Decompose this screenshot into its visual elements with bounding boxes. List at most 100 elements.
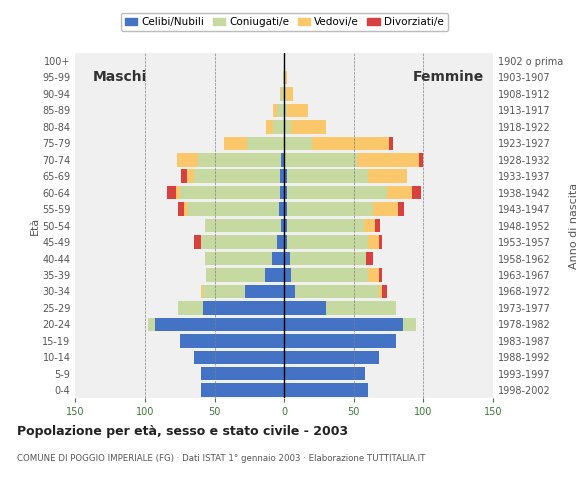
Bar <box>284 169 287 183</box>
Y-axis label: Anno di nascita: Anno di nascita <box>568 182 579 269</box>
Bar <box>287 169 368 183</box>
Bar <box>273 104 277 117</box>
Bar <box>287 203 374 216</box>
Bar <box>284 350 379 364</box>
Legend: Celibi/Nubili, Coniugati/e, Vedovi/e, Divorziati/e: Celibi/Nubili, Coniugati/e, Vedovi/e, Di… <box>121 13 448 31</box>
Bar <box>284 203 287 216</box>
Bar <box>326 301 396 314</box>
Bar <box>375 219 380 232</box>
Bar <box>368 268 379 282</box>
Bar <box>204 301 284 314</box>
Bar <box>201 384 284 397</box>
Text: Popolazione per età, sesso e stato civile - 2003: Popolazione per età, sesso e stato civil… <box>17 425 349 438</box>
Bar <box>287 104 308 117</box>
Bar <box>201 235 277 249</box>
Bar <box>148 318 155 331</box>
Bar <box>155 318 284 331</box>
Bar <box>285 87 292 101</box>
Bar <box>280 169 284 183</box>
Bar <box>205 252 271 265</box>
Bar <box>287 186 387 199</box>
Bar <box>284 384 368 397</box>
Bar <box>312 137 389 150</box>
Bar <box>280 186 284 199</box>
Bar <box>284 235 287 249</box>
Bar <box>284 104 287 117</box>
Bar <box>290 252 367 265</box>
Bar <box>284 186 287 199</box>
Bar <box>167 186 176 199</box>
Bar <box>419 153 423 167</box>
Bar <box>284 252 290 265</box>
Bar <box>357 153 419 167</box>
Bar <box>188 203 278 216</box>
Bar <box>245 285 284 298</box>
Bar <box>364 219 375 232</box>
Bar <box>271 252 284 265</box>
Bar <box>246 137 284 150</box>
Bar <box>284 153 357 167</box>
Bar <box>187 169 194 183</box>
Bar <box>284 219 287 232</box>
Bar <box>284 87 285 101</box>
Bar <box>176 186 180 199</box>
Bar <box>284 318 403 331</box>
Bar <box>181 169 187 183</box>
Bar <box>177 153 198 167</box>
Bar <box>201 367 284 381</box>
Bar <box>194 235 201 249</box>
Bar <box>389 137 393 150</box>
Bar <box>204 285 245 298</box>
Bar <box>198 153 281 167</box>
Bar <box>280 87 281 101</box>
Bar <box>273 120 284 133</box>
Bar <box>398 203 404 216</box>
Bar <box>387 186 412 199</box>
Bar <box>277 104 284 117</box>
Bar <box>194 350 284 364</box>
Bar <box>379 285 382 298</box>
Bar <box>295 285 379 298</box>
Bar <box>412 186 420 199</box>
Bar <box>284 367 365 381</box>
Bar <box>266 120 273 133</box>
Bar <box>284 268 291 282</box>
Bar <box>224 137 246 150</box>
Bar <box>284 285 295 298</box>
Bar <box>368 169 407 183</box>
Bar <box>278 203 284 216</box>
Bar <box>264 268 284 282</box>
Bar <box>284 137 312 150</box>
Bar <box>368 235 379 249</box>
Bar <box>184 203 188 216</box>
Text: Femmine: Femmine <box>413 71 484 84</box>
Y-axis label: Età: Età <box>30 216 39 235</box>
Bar <box>367 252 374 265</box>
Bar <box>379 235 382 249</box>
Text: COMUNE DI POGGIO IMPERIALE (FG) · Dati ISTAT 1° gennaio 2003 · Elaborazione TUTT: COMUNE DI POGGIO IMPERIALE (FG) · Dati I… <box>17 454 426 463</box>
Bar <box>287 219 364 232</box>
Bar <box>281 87 284 101</box>
Bar <box>201 285 204 298</box>
Bar <box>382 285 387 298</box>
Bar <box>206 268 264 282</box>
Bar <box>179 301 204 314</box>
Bar <box>379 268 382 282</box>
Bar <box>179 203 184 216</box>
Bar <box>180 186 280 199</box>
Bar <box>287 235 368 249</box>
Bar <box>374 203 398 216</box>
Bar <box>284 71 287 84</box>
Bar <box>284 301 326 314</box>
Bar <box>180 334 284 348</box>
Bar <box>291 268 368 282</box>
Bar <box>283 71 284 84</box>
Bar <box>281 153 284 167</box>
Bar <box>284 334 396 348</box>
Bar <box>194 169 280 183</box>
Bar <box>205 219 281 232</box>
Bar <box>403 318 416 331</box>
Text: Maschi: Maschi <box>93 71 147 84</box>
Bar <box>284 120 291 133</box>
Bar <box>277 235 284 249</box>
